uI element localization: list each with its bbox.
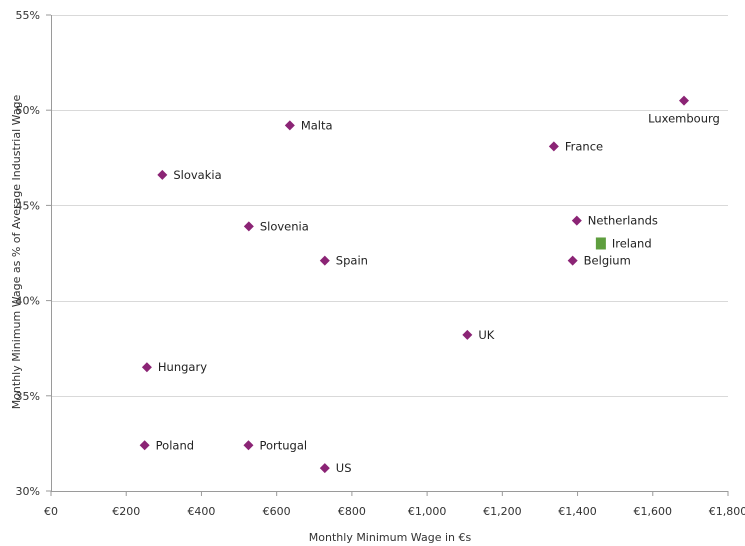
point-label-belgium: Belgium xyxy=(584,254,631,268)
x-tick-label: €0 xyxy=(44,505,58,518)
y-tick-label: 30% xyxy=(16,485,40,498)
x-tick-label: €1,800 xyxy=(709,505,745,518)
y-tick-label: 55% xyxy=(16,9,40,22)
data-points: Luxembourg Malta France Slovakia Netherlands… xyxy=(139,95,720,475)
point-label-spain: Spain xyxy=(336,254,368,268)
point-label-uk: UK xyxy=(478,328,494,342)
point-label-netherlands: Netherlands xyxy=(588,214,658,228)
axes xyxy=(46,14,729,496)
x-tick-label: €200 xyxy=(112,505,140,518)
point-poland xyxy=(139,440,150,451)
y-axis-title: Monthly Minimum Wage as % of Average Ind… xyxy=(10,94,23,409)
x-tick-label: €1,400 xyxy=(558,505,597,518)
point-portugal xyxy=(243,440,254,451)
point-label-portugal: Portugal xyxy=(259,438,307,452)
x-tick-labels: €0 €200 €400 €600 €800 €1,000 €1,200 €1,400 €1,6… xyxy=(44,505,745,518)
point-netherlands xyxy=(571,215,582,226)
x-tick-label: €1,200 xyxy=(483,505,522,518)
point-ireland xyxy=(595,237,606,250)
y-tick-labels: 30% 35% 40% 45% 50% 55% xyxy=(16,9,40,498)
point-label-poland: Poland xyxy=(156,438,194,452)
point-hungary xyxy=(141,362,152,373)
point-label-france: France xyxy=(565,139,603,153)
point-label-ireland: Ireland xyxy=(612,236,652,250)
point-slovenia xyxy=(243,221,254,232)
point-belgium xyxy=(567,255,578,266)
point-label-malta: Malta xyxy=(301,118,333,132)
y-tick-label: 35% xyxy=(16,390,40,403)
x-tick-label: €400 xyxy=(187,505,215,518)
y-tick-label: 40% xyxy=(16,295,40,308)
point-france xyxy=(548,141,559,152)
gridlines xyxy=(51,15,728,397)
point-label-slovakia: Slovakia xyxy=(173,168,221,182)
y-tick-label: 45% xyxy=(16,199,40,212)
x-axis-title: Monthly Minimum Wage in €s xyxy=(309,531,472,544)
x-tick-label: €1,600 xyxy=(634,505,673,518)
x-tick-label: €1,000 xyxy=(408,505,447,518)
x-tick-label: €800 xyxy=(338,505,366,518)
point-spain xyxy=(319,255,330,266)
point-luxembourg xyxy=(678,95,689,106)
point-label-us: US xyxy=(336,461,352,475)
point-slovakia xyxy=(157,169,168,180)
point-label-slovenia: Slovenia xyxy=(260,219,309,233)
point-us xyxy=(319,463,330,474)
y-tick-label: 50% xyxy=(16,104,40,117)
point-label-hungary: Hungary xyxy=(158,360,207,374)
point-malta xyxy=(284,120,295,131)
x-tick-label: €600 xyxy=(263,505,291,518)
point-uk xyxy=(462,329,473,340)
point-label-luxembourg: Luxembourg xyxy=(648,112,720,126)
